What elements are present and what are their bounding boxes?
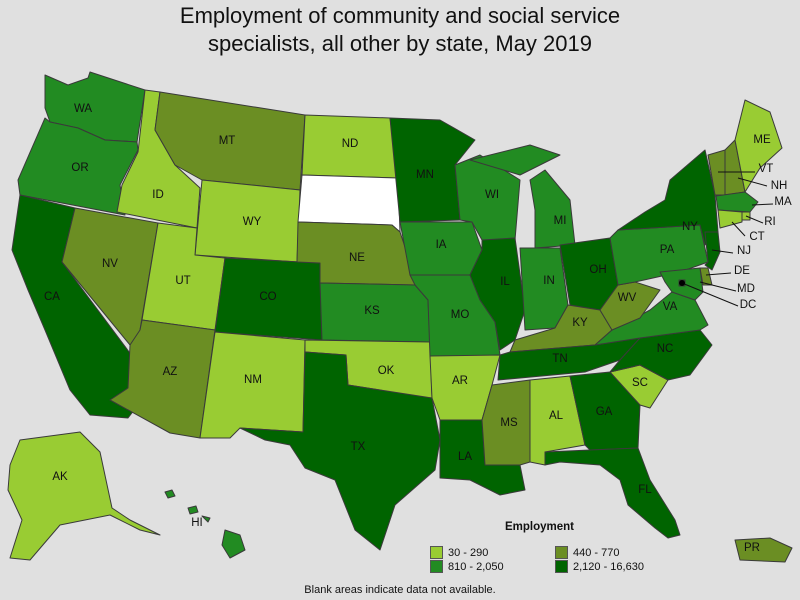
state-label-PR: PR: [744, 542, 760, 554]
map-title-line-2: specialists, all other by state, May 201…: [208, 31, 592, 56]
state-label-MS: MS: [500, 417, 518, 429]
state-label-ID: ID: [152, 189, 164, 201]
state-HI[interactable]: [164, 489, 246, 559]
dc-marker: [679, 280, 685, 286]
state-label-WV: WV: [618, 292, 637, 304]
state-label-MN: MN: [416, 169, 434, 181]
legend-item-4: 2,120 - 16,630: [555, 560, 644, 573]
state-IL[interactable]: [469, 237, 526, 351]
state-label-DE: DE: [734, 265, 750, 277]
state-label-AL: AL: [549, 410, 564, 422]
state-label-TN: TN: [552, 353, 567, 365]
state-label-GA: GA: [596, 406, 613, 418]
state-label-AZ: AZ: [163, 366, 178, 378]
state-label-NE: NE: [349, 252, 365, 264]
state-label-NJ: NJ: [737, 245, 751, 257]
state-label-ND: ND: [342, 138, 359, 150]
state-label-CA: CA: [44, 291, 60, 303]
state-label-WA: WA: [74, 103, 92, 115]
state-label-NM: NM: [244, 374, 262, 386]
legend-swatch-1: [430, 546, 443, 559]
legend-label-2: 440 - 770: [573, 546, 620, 559]
state-label-WI: WI: [485, 189, 499, 201]
legend-item-1: 30 - 290: [430, 546, 488, 559]
state-label-WY: WY: [243, 216, 262, 228]
legend-label-1: 30 - 290: [448, 546, 489, 559]
state-label-CT: CT: [749, 231, 764, 243]
state-MA[interactable]: [715, 191, 759, 213]
state-label-KY: KY: [572, 317, 588, 329]
state-label-SC: SC: [632, 377, 648, 389]
state-label-TX: TX: [351, 441, 366, 453]
legend-swatch-4: [555, 560, 568, 573]
state-label-ME: ME: [753, 134, 771, 146]
state-label-VA: VA: [663, 301, 678, 313]
state-label-AK: AK: [52, 471, 68, 483]
legend-item-2: 440 - 770: [555, 546, 619, 559]
state-label-NY: NY: [682, 221, 698, 233]
state-label-LA: LA: [458, 451, 472, 463]
state-label-MD: MD: [737, 283, 755, 295]
state-label-KS: KS: [364, 305, 380, 317]
legend-swatch-2: [555, 546, 568, 559]
state-label-FL: FL: [638, 484, 652, 496]
state-label-MO: MO: [451, 309, 470, 321]
state-label-UT: UT: [175, 275, 190, 287]
state-VA[interactable]: [594, 291, 709, 346]
legend-title: Employment: [505, 521, 575, 533]
map-title-line-1: Employment of community and social servi…: [179, 3, 621, 28]
state-NY[interactable]: [617, 149, 719, 246]
state-label-VT: VT: [759, 163, 774, 175]
state-label-IA: IA: [436, 239, 447, 251]
state-label-NH: NH: [771, 180, 788, 192]
state-label-OR: OR: [71, 162, 88, 174]
legend-label-3: 810 - 2,050: [448, 560, 504, 573]
state-label-DC: DC: [740, 299, 757, 311]
state-label-OH: OH: [589, 264, 606, 276]
state-label-IN: IN: [543, 275, 555, 287]
state-NJ[interactable]: [704, 231, 721, 271]
state-label-AR: AR: [452, 375, 468, 387]
state-PR[interactable]: [734, 537, 793, 563]
state-label-MA: MA: [774, 196, 792, 208]
state-label-MI: MI: [554, 215, 567, 227]
state-label-MT: MT: [219, 135, 236, 147]
footnote: Blank areas indicate data not available.: [304, 584, 496, 596]
state-TX[interactable]: [239, 351, 441, 551]
state-ME[interactable]: [734, 99, 783, 193]
state-label-RI: RI: [764, 216, 776, 228]
legend-label-4: 2,120 - 16,630: [573, 560, 644, 573]
leader-lines: [681, 171, 774, 307]
state-label-NC: NC: [657, 343, 674, 355]
legend-item-3: 810 - 2,050: [430, 560, 504, 573]
state-CT[interactable]: [717, 209, 743, 229]
state-AK[interactable]: [7, 431, 161, 561]
state-label-NV: NV: [102, 258, 118, 270]
state-label-HI: HI: [191, 517, 203, 529]
state-label-CO: CO: [259, 291, 276, 303]
state-label-IL: IL: [500, 276, 510, 288]
state-label-PA: PA: [660, 244, 675, 256]
map-title: Employment of community and social servi…: [0, 2, 800, 58]
legend-swatch-3: [430, 560, 443, 573]
state-FL[interactable]: [544, 447, 681, 539]
state-label-OK: OK: [378, 365, 395, 377]
